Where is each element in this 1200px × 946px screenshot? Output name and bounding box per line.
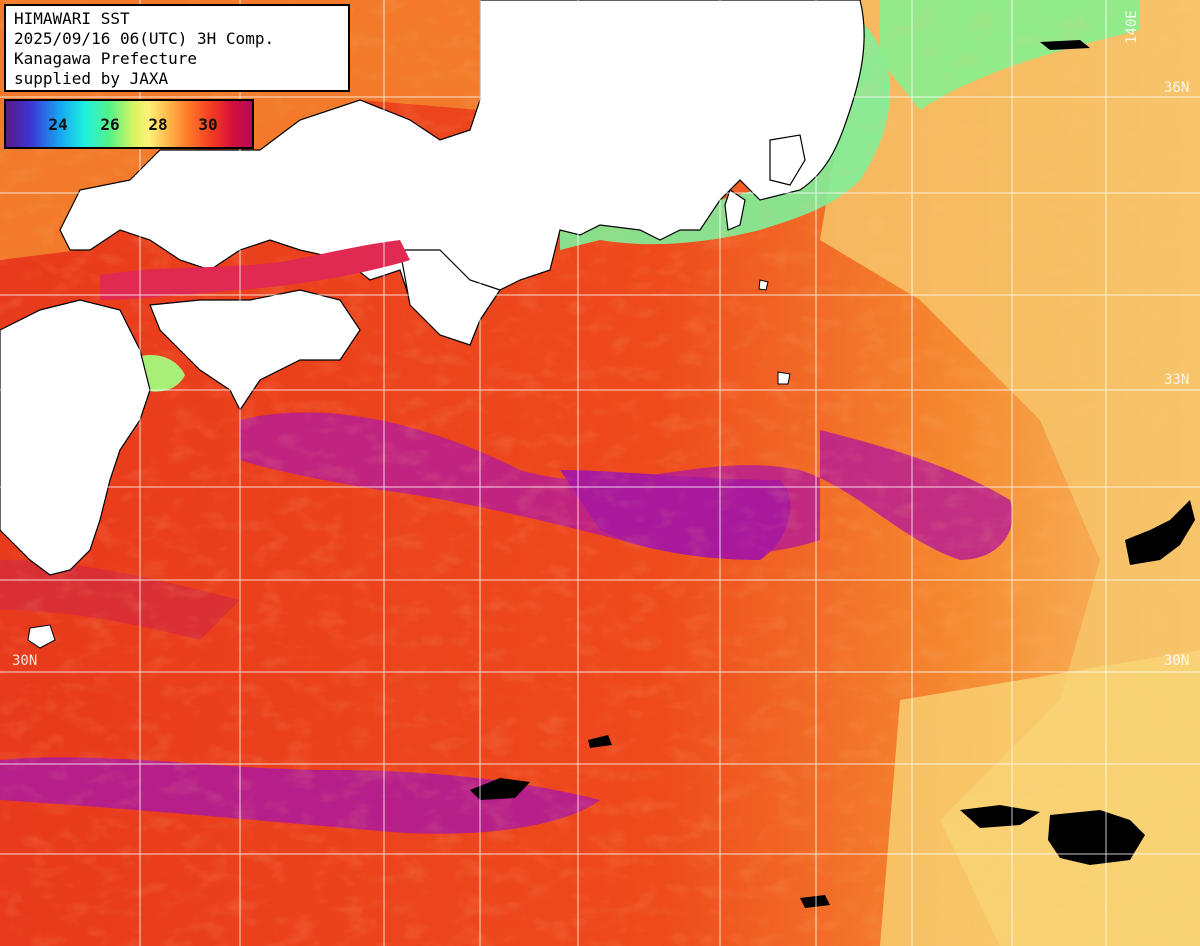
title-box: HIMAWARI SST 2025/09/16 06(UTC) 3H Comp.… <box>4 4 350 92</box>
lon-label-140e: 140E <box>1124 10 1140 44</box>
land-island-small-2 <box>777 371 791 385</box>
title-line-satellite: HIMAWARI SST <box>14 9 130 28</box>
lat-label-33-left: 33 <box>12 374 29 390</box>
title-line-prefecture: Kanagawa Prefecture <box>14 49 198 68</box>
title-line-credit: supplied by JAXA <box>14 69 169 88</box>
land-island-small-3 <box>758 279 769 291</box>
legend-tick-24: 24 <box>48 115 68 134</box>
seto-inland-sea <box>100 240 410 300</box>
land-boso <box>769 134 806 186</box>
land-kyushu <box>0 299 151 576</box>
legend-tick-30: 30 <box>198 115 218 134</box>
legend-tick-28: 28 <box>148 115 168 134</box>
lat-label-30n-right: 30N <box>1164 653 1190 669</box>
land-shikoku <box>149 289 361 412</box>
land-izu-peninsula <box>724 189 746 231</box>
land-honshu <box>59 0 865 346</box>
cloud-masks <box>470 40 1195 908</box>
land-island-small-1 <box>27 624 56 649</box>
lat-label-36n: 36N <box>1164 80 1190 96</box>
lon-label-136e: 136E <box>482 10 498 44</box>
lat-label-30n-left: 30N <box>12 653 38 669</box>
lat-label-33n-right: 33N <box>1164 372 1190 388</box>
legend-tick-26: 26 <box>100 115 120 134</box>
title-line-date: 2025/09/16 06(UTC) 3H Comp. <box>14 29 275 48</box>
sst-color-legend: 24 26 28 30 <box>4 99 254 149</box>
